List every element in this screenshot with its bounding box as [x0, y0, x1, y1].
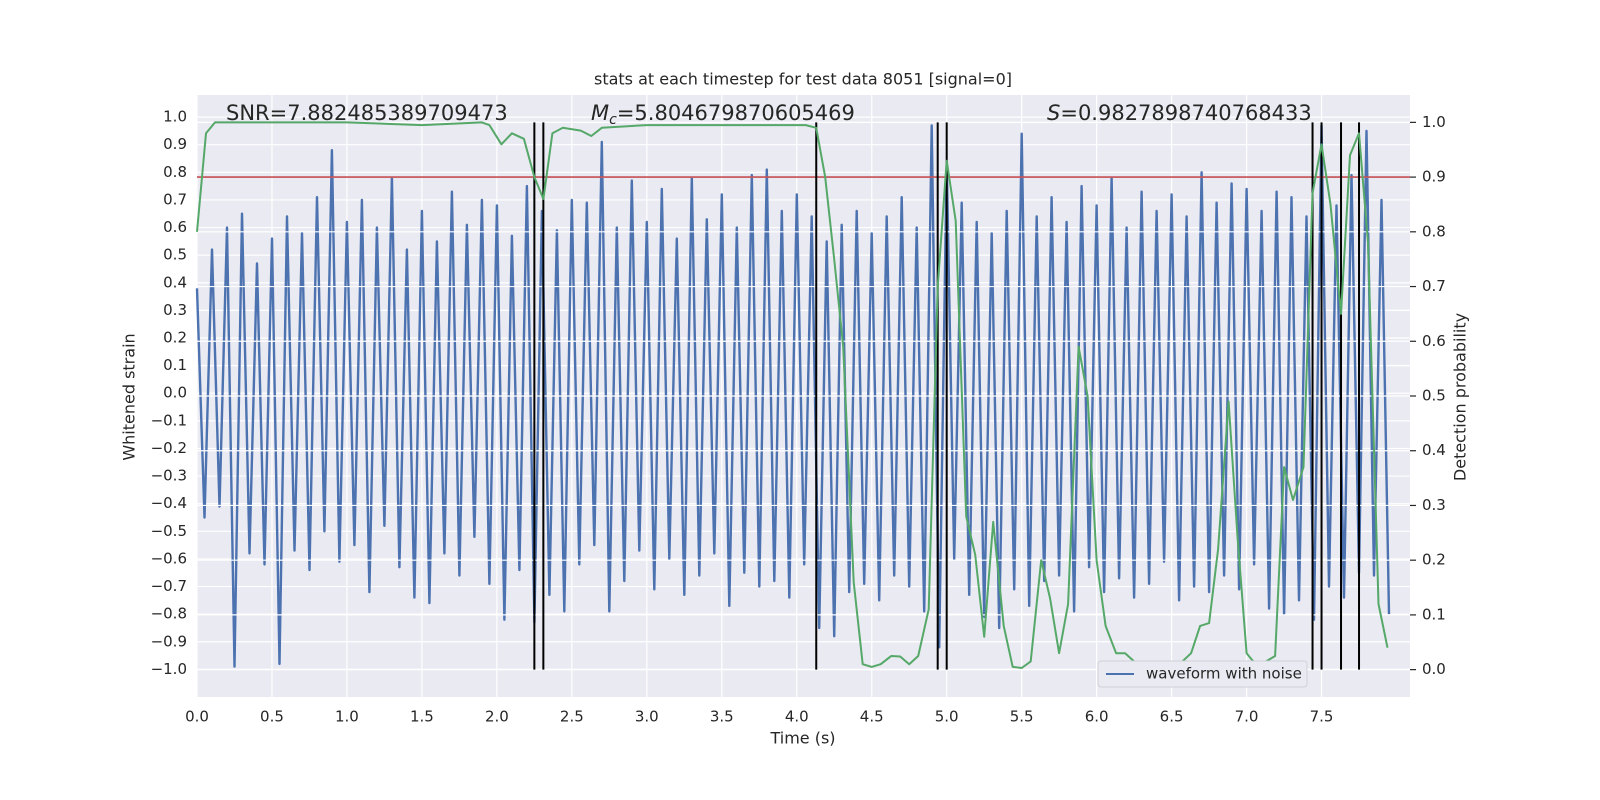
y-tick-label: −0.2 [151, 439, 187, 457]
y-tick-label: −0.1 [151, 411, 187, 429]
annotation: SNR=7.882485389709473 [226, 101, 508, 125]
y-tick-label: −0.4 [151, 494, 187, 512]
annotation-subscript: c [609, 112, 617, 128]
y-tick-label: 1.0 [163, 108, 187, 126]
annotation-symbol: M [591, 101, 609, 125]
y2-tick-label: 0.5 [1422, 387, 1446, 405]
y-tick-label: −0.6 [151, 549, 187, 567]
x-tick-label: 1.5 [410, 708, 434, 726]
x-tick-label: 3.0 [635, 708, 659, 726]
x-tick-label: 2.0 [485, 708, 509, 726]
y2-tick-label: 0.3 [1422, 496, 1446, 514]
y2-tick-label: 0.0 [1422, 660, 1446, 678]
y2-tick-label: 0.6 [1422, 332, 1446, 350]
y-tick-label: 0.3 [163, 301, 187, 319]
annotation: S=0.9827898740768433 [1047, 101, 1312, 125]
y2-tick-label: 0.4 [1422, 441, 1446, 459]
annotation-text: =5.804679870605469 [617, 101, 855, 125]
y-tick-label: 0.1 [163, 356, 187, 374]
annotation-text: =0.9827898740768433 [1060, 101, 1311, 125]
annotation-symbol: S [1047, 101, 1060, 125]
plot-area [195, 95, 1410, 697]
y-axis-label: Whitened strain [120, 333, 139, 460]
y2-axis-label: Detection probability [1451, 313, 1470, 481]
annotation: Mc=5.804679870605469 [591, 101, 855, 128]
y2-tick-label: 0.2 [1422, 551, 1446, 569]
x-tick-label: 2.5 [560, 708, 584, 726]
y-tick-label: 0.5 [163, 246, 187, 264]
x-tick-label: 7.0 [1235, 708, 1259, 726]
x-tick-label: 7.5 [1310, 708, 1334, 726]
x-tick-label: 1.0 [335, 708, 359, 726]
y-tick-label: 0.6 [163, 218, 187, 236]
y-tick-label: −0.5 [151, 522, 187, 540]
y-tick-label: −0.9 [151, 632, 187, 650]
x-tick-label: 6.5 [1160, 708, 1184, 726]
y-tick-label: −0.7 [151, 577, 187, 595]
x-tick-label: 4.5 [860, 708, 884, 726]
x-axis-label: Time (s) [769, 729, 835, 748]
y-tick-label: 0.8 [163, 163, 187, 181]
y-tick-label: 0.9 [163, 135, 187, 153]
chart-title: stats at each timestep for test data 805… [594, 70, 1012, 89]
x-tick-label: 0.0 [185, 708, 209, 726]
y2-tick-label: 0.9 [1422, 168, 1446, 186]
y-tick-label: −0.3 [151, 467, 187, 485]
y2-tick-label: 1.0 [1422, 113, 1446, 131]
overlay: SNR=7.882485389709473 Mc=5.8046798706054… [226, 101, 1312, 128]
y2-tick-label: 0.8 [1422, 222, 1446, 240]
y-tick-label: 0.2 [163, 329, 187, 347]
x-tick-label: 5.0 [935, 708, 959, 726]
x-tick-label: 5.5 [1010, 708, 1034, 726]
y-tick-label: −1.0 [151, 660, 187, 678]
y-tick-label: 0.7 [163, 190, 187, 208]
y-tick-label: −0.8 [151, 605, 187, 623]
x-tick-label: 4.0 [785, 708, 809, 726]
y-tick-label: 0.0 [163, 384, 187, 402]
x-tick-label: 0.5 [260, 708, 284, 726]
legend-label: waveform with noise [1146, 665, 1302, 683]
y-tick-label: 0.4 [163, 273, 187, 291]
y2-tick-label: 0.1 [1422, 605, 1446, 623]
legend-box [1097, 660, 1308, 688]
x-tick-label: 3.5 [710, 708, 734, 726]
x-tick-label: 6.0 [1085, 708, 1109, 726]
y2-tick-label: 0.7 [1422, 277, 1446, 295]
